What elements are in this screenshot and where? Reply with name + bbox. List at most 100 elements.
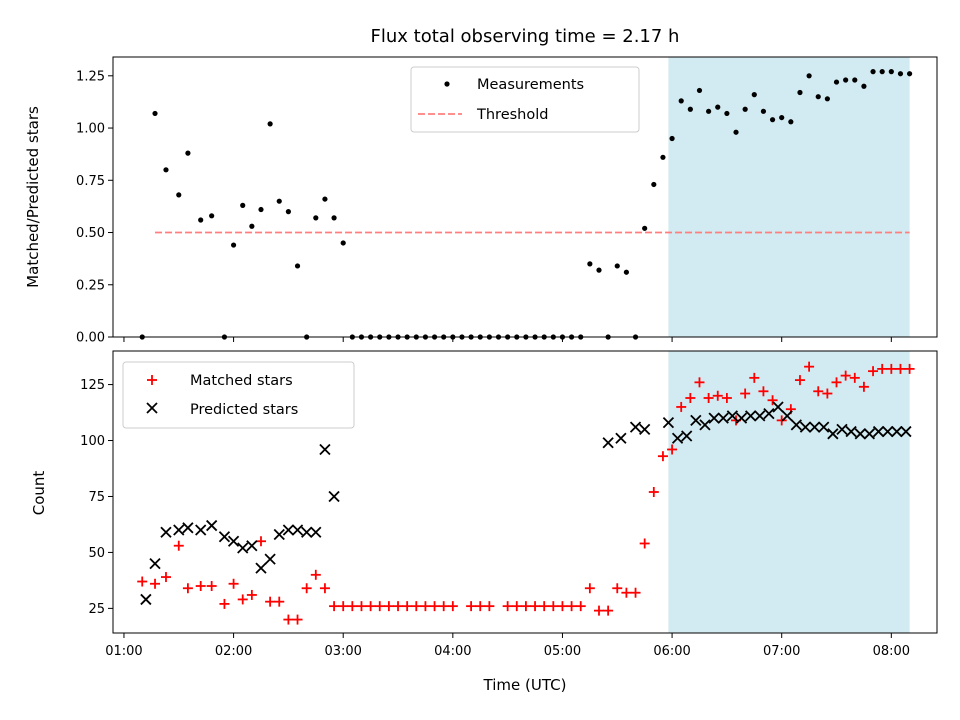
matched-star-point: [657, 451, 668, 462]
matched-star-point: [310, 569, 321, 580]
measurement-point: [209, 213, 215, 219]
x-tick-label: 06:00: [653, 644, 690, 659]
measurement-point: [651, 181, 657, 188]
predicted-star-point: [726, 410, 739, 422]
predicted-star-point-b: [891, 425, 903, 438]
predicted-star-point-b: [882, 425, 894, 438]
predicted-star-point-b: [195, 524, 207, 536]
matched-star-point: [667, 444, 678, 455]
matched-star-point: [584, 583, 595, 594]
measurement-point: [267, 121, 273, 127]
predicted-star-point: [328, 490, 340, 503]
x-axis-label: Time (UTC): [483, 676, 567, 694]
matched-star-point: [255, 536, 266, 547]
predicted-star-point: [255, 562, 267, 574]
legend-label-measurements: Measurements: [477, 77, 584, 93]
measurement-point: [861, 83, 867, 89]
predicted-star-point: [149, 557, 161, 570]
measurement-point: [587, 261, 593, 267]
x-tick-label: 05:00: [544, 644, 581, 659]
bottom-legend-box: [122, 361, 355, 429]
matched-star-point: [420, 601, 431, 612]
predicted-star-point-b: [863, 428, 876, 440]
matched-star-point: [630, 587, 641, 598]
bottom-axes-frame: [112, 350, 938, 634]
predicted-star-point: [790, 419, 802, 431]
matched-star-point: [301, 583, 312, 594]
predicted-star-point-b: [291, 524, 304, 536]
predicted-star-point: [681, 430, 693, 442]
measurement-point: [779, 114, 785, 121]
measurement-point: [797, 89, 803, 96]
predicted-star-point: [836, 423, 848, 435]
x-tick-label: 03:00: [324, 644, 361, 659]
bottom-shaded-region: [668, 351, 910, 633]
bottom-y-axis-label: Count: [30, 471, 48, 516]
matched-star-point: [612, 583, 623, 594]
measurement-point: [833, 79, 840, 85]
measurement-point: [687, 106, 693, 112]
measurement-point: [331, 215, 337, 221]
matched-star-point: [539, 601, 550, 612]
measurement-point: [824, 96, 830, 102]
predicted-star-point: [872, 425, 885, 438]
measurement-point: [843, 77, 849, 83]
plot-layer: 0.00 0.25 0.50 0.75 1.00 1.25 25 50 75 100 125 01:0…: [76, 56, 938, 659]
predicted-star-point-b: [671, 432, 684, 444]
predicted-star-point-b: [827, 428, 839, 440]
measurement-point: [285, 209, 291, 215]
predicted-star-point: [282, 524, 295, 536]
matched-star-point: [822, 388, 833, 399]
measurement-point: [614, 263, 620, 269]
predicted-star-point-b: [615, 432, 627, 444]
measurement-point: [198, 217, 204, 223]
matched-star-point: [877, 363, 888, 374]
matched-star-point: [173, 540, 184, 551]
matched-star-point: [676, 401, 687, 412]
predicted-star-point: [818, 421, 830, 433]
predicted-star-point-b: [140, 593, 152, 606]
measurement-point: [313, 215, 319, 221]
predicted-star-point: [160, 526, 172, 538]
matched-star-point: [283, 614, 294, 625]
matched-star-point: [548, 601, 559, 612]
predicted-star-point-b: [808, 421, 821, 433]
matched-star-point: [383, 601, 394, 612]
predicted-star-point: [301, 526, 313, 538]
predicted-star-point: [662, 416, 675, 429]
predicted-star-point-b: [206, 519, 218, 532]
measurement-point: [906, 71, 913, 77]
top-legend: Measurements Threshold: [410, 66, 640, 133]
predicted-star-point-b: [629, 421, 642, 433]
matched-star-point: [703, 393, 714, 403]
predicted-star-point-b: [717, 412, 729, 424]
measurement-point: [596, 267, 602, 273]
matched-star-point: [466, 601, 477, 612]
measurement-point: [642, 225, 648, 231]
predicted-star-point-b: [854, 428, 866, 440]
predicted-star-point: [763, 408, 775, 420]
predicted-star-point: [827, 428, 839, 440]
predicted-star-point-b: [818, 421, 830, 433]
predicted-star-point-b: [310, 526, 322, 538]
predicted-star-point: [735, 412, 748, 424]
top-y-tick-label: 0.75: [76, 174, 105, 189]
measurement-point: [163, 167, 169, 173]
legend-label-matched: Matched stars: [190, 373, 293, 389]
predicted-star-point-b: [690, 414, 702, 427]
matched-star-point: [721, 393, 732, 403]
predicted-star-point-b: [772, 401, 784, 413]
matched-star-point: [292, 614, 303, 625]
top-y-tick-label: 0.00: [76, 331, 105, 346]
measurement-point: [696, 87, 703, 94]
predicted-star-point: [206, 519, 218, 532]
measurement-point: [715, 104, 721, 110]
predicted-star-point-b: [160, 526, 172, 538]
predicted-star-point: [754, 410, 766, 422]
matched-star-point: [621, 587, 632, 598]
matched-star-point: [150, 578, 161, 589]
matched-star-point: [356, 601, 367, 612]
bottom-y-tick-label: 75: [88, 490, 105, 505]
top-y-tick-label: 1.00: [76, 122, 105, 137]
predicted-star-point-b: [845, 425, 857, 438]
